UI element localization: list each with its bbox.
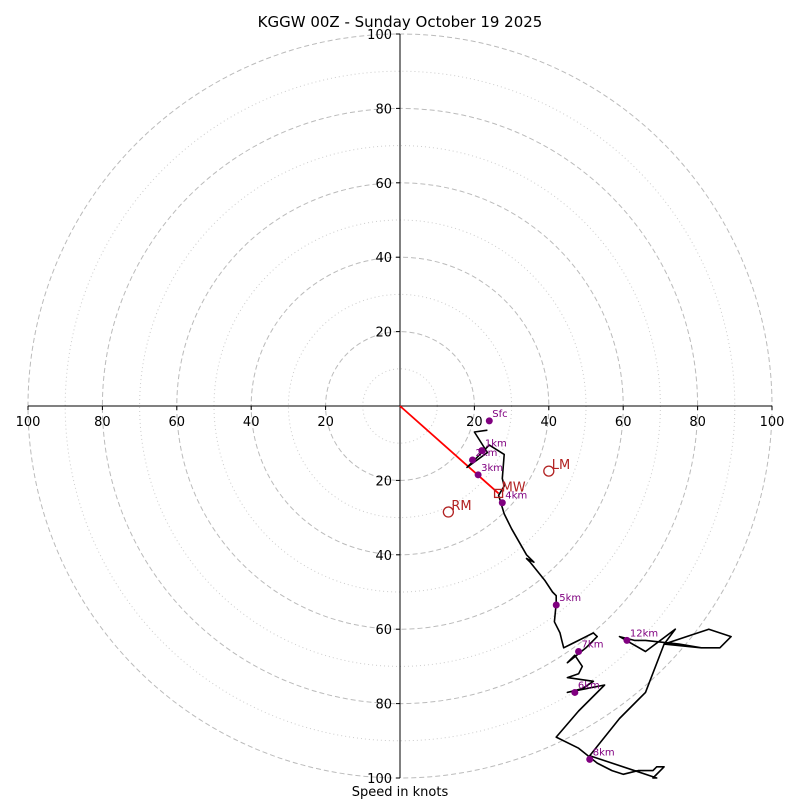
- x-tick-labels: 100 80 60 40 20 20 40 60 80 100: [16, 406, 785, 430]
- height-marker-label: 8km: [593, 747, 615, 758]
- height-marker-dot: [571, 688, 579, 696]
- x-tick-label: 80: [94, 415, 111, 430]
- height-marker-label: 4km: [505, 491, 527, 502]
- x-tick-label: 60: [615, 415, 632, 430]
- height-marker-label: 5km: [559, 593, 581, 604]
- y-tick-label: 60: [375, 623, 392, 638]
- storm-motion-label: RM: [451, 499, 471, 514]
- height-marker-dot: [469, 456, 477, 464]
- height-marker-dot: [623, 636, 631, 644]
- y-tick-label: 100: [367, 772, 392, 787]
- x-tick-label: 20: [466, 415, 483, 430]
- storm-motion-layer: RM LM MW: [442, 458, 570, 518]
- x-tick-label: 40: [541, 415, 558, 430]
- y-tick-label: 20: [375, 326, 392, 341]
- height-marker-dot: [485, 417, 493, 425]
- y-tick-labels: 20 40 60 80 100 20 40 60 80 100: [367, 28, 400, 787]
- storm-motion-label: MW: [502, 480, 526, 495]
- x-tick-label: 100: [16, 415, 41, 430]
- height-marker-label: Sfc: [492, 409, 507, 420]
- height-marker-dot: [552, 601, 560, 609]
- height-marker-label: 1km: [485, 439, 507, 450]
- y-tick-label: 40: [375, 549, 392, 564]
- height-marker-dot: [586, 755, 594, 763]
- height-marker-dot: [575, 648, 583, 656]
- shear-vector-line: [399, 405, 500, 495]
- height-marker-dot: [498, 499, 506, 507]
- chart-title: KGGW 00Z - Sunday October 19 2025: [258, 13, 543, 31]
- shear-vector-layer: [399, 405, 500, 495]
- storm-motion-label: LM: [552, 458, 570, 473]
- x-axis-label: Speed in knots: [352, 785, 449, 800]
- wind-trace-line: [466, 429, 732, 779]
- y-tick-label: 40: [375, 251, 392, 266]
- y-tick-label: 100: [367, 28, 392, 43]
- x-tick-label: 40: [243, 415, 260, 430]
- height-marker-label: 7km: [582, 640, 604, 651]
- height-marker-dot: [474, 471, 482, 479]
- storm-motion-marker: [543, 465, 555, 477]
- y-tick-label: 60: [375, 177, 392, 192]
- wind-trace-layer: [466, 429, 732, 779]
- y-tick-label: 80: [375, 102, 392, 117]
- height-marker-label: 12km: [630, 628, 658, 639]
- storm-motion-marker: [442, 506, 455, 518]
- y-tick-label: 80: [375, 698, 392, 713]
- x-tick-label: 80: [689, 415, 706, 430]
- x-tick-label: 20: [317, 415, 334, 430]
- storm-motion-marker: [493, 488, 504, 499]
- y-tick-label: 20: [375, 474, 392, 489]
- height-marker-label: 6km: [578, 680, 600, 691]
- height-marker-dot: [478, 447, 486, 455]
- x-tick-label: 60: [169, 415, 186, 430]
- height-marker-label: 3km: [481, 463, 503, 474]
- x-tick-label: 100: [760, 415, 785, 430]
- height-marker-label: 2km: [476, 448, 498, 459]
